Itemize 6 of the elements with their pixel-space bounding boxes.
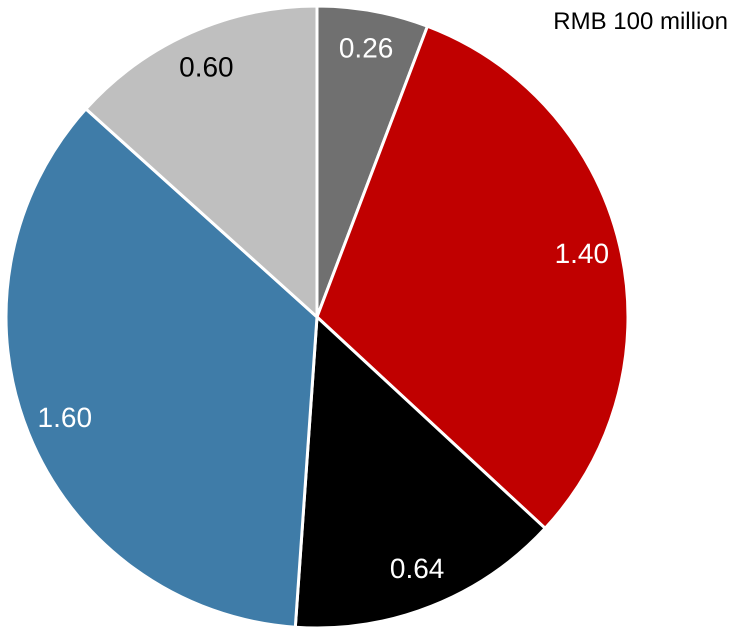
text: RMB 100 million (553, 8, 728, 35)
data-label: 1.60 (38, 402, 92, 433)
data-label: 1.40 (554, 238, 610, 269)
data-label: 0.64 (390, 552, 444, 584)
data-label: 0.26 (338, 32, 394, 64)
data-label: 0.60 (179, 52, 234, 83)
